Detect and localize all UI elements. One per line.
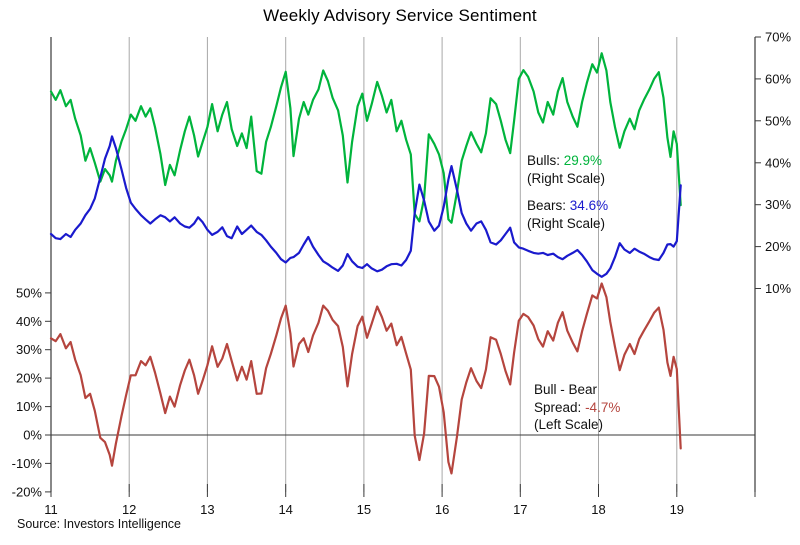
right-axis-tick-label: 70% xyxy=(765,30,791,45)
right-axis-tick-label: 40% xyxy=(765,155,791,170)
bulls-annotation: Bulls: 29.9% (Right Scale) xyxy=(527,152,605,187)
x-axis-tick-label: 12 xyxy=(122,502,136,517)
spread-annotation-value: -4.7% xyxy=(585,399,621,415)
left-axis-tick-label: 50% xyxy=(16,285,42,300)
x-axis-tick-label: 14 xyxy=(278,502,292,517)
spread-annotation: Bull - Bear Spread: -4.7% (Left Scale) xyxy=(534,381,620,434)
bulls-annotation-value: 29.9% xyxy=(563,153,603,168)
left-axis-tick-label: 10% xyxy=(16,399,42,414)
x-axis-tick-label: 15 xyxy=(357,502,371,517)
right-axis-tick-label: 50% xyxy=(765,113,791,128)
left-axis-tick-label: 40% xyxy=(16,314,42,329)
left-axis-tick-label: 30% xyxy=(16,342,42,357)
chart-title: Weekly Advisory Service Sentiment xyxy=(263,6,537,25)
right-axis-tick-label: 20% xyxy=(765,239,791,254)
x-axis-tick-label: 17 xyxy=(513,502,527,517)
left-axis-tick-label: -20% xyxy=(12,484,43,499)
spread-line xyxy=(49,282,682,475)
spread-annotation-note: (Left Scale) xyxy=(534,417,604,432)
x-axis-tick-label: 11 xyxy=(44,502,58,517)
spread-annotation-label1: Bull - Bear xyxy=(534,382,598,397)
bears-annotation-label: Bears: xyxy=(527,198,567,213)
bulls-annotation-label: Bulls: xyxy=(527,153,561,168)
bears-line xyxy=(49,135,682,278)
right-axis-tick-label: 60% xyxy=(765,71,791,86)
bulls-annotation-note: (Right Scale) xyxy=(527,170,606,186)
right-axis-tick-label: 30% xyxy=(765,197,791,212)
x-axis-tick-label: 16 xyxy=(435,502,449,517)
x-axis-tick-label: 18 xyxy=(591,502,605,517)
right-axis-tick-label: 10% xyxy=(765,281,791,296)
source-note: Source: Investors Intelligence xyxy=(17,517,181,531)
bears-annotation-note: (Right Scale) xyxy=(527,215,606,231)
x-axis-tick-label: 13 xyxy=(200,502,214,517)
bears-annotation-value: 34.6% xyxy=(569,198,609,213)
x-axis-tick-label: 19 xyxy=(670,502,684,517)
left-axis-tick-label: -10% xyxy=(12,456,43,471)
bulls-line xyxy=(49,52,682,224)
left-axis-tick-label: 20% xyxy=(16,371,42,386)
left-axis-tick-label: 0% xyxy=(23,428,42,443)
bears-annotation: Bears: 34.6% (Right Scale) xyxy=(527,197,608,232)
spread-annotation-label2: Spread: xyxy=(534,399,582,415)
